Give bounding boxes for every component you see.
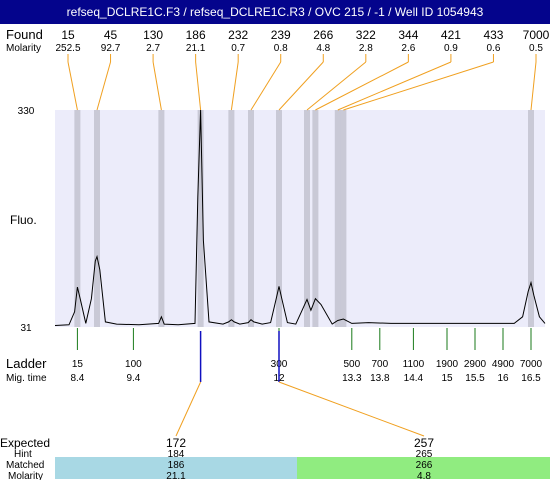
peak-band [158,110,165,327]
molarity-label: Molarity [6,43,41,54]
found-size-label: 322 [356,28,376,42]
ladder-size-label: 1100 [403,359,425,370]
peak-band [528,110,534,327]
found-size-label: 239 [271,28,291,42]
expected-label: Expected [0,436,50,450]
ladder-mig-label: 14.4 [404,373,424,384]
peak-band [276,110,282,327]
expected-connector [278,381,425,437]
found-connector [195,61,202,111]
hint-value: 265 [416,449,433,460]
matched-value: 266 [416,460,433,471]
expected-connector [175,381,202,437]
peak-band [304,110,310,327]
found-size-label: 130 [143,28,163,42]
matched-bar-left [55,457,297,479]
found-size-label: 186 [186,28,206,42]
peak-band [334,110,341,327]
found-connector [152,61,162,111]
found-molarity-label: 2.7 [146,43,160,54]
found-molarity-label: 0.8 [274,43,288,54]
found-size-label: 344 [398,28,418,42]
ladder-mig-label: 9.4 [126,373,140,384]
ladder-mig-label: 13.8 [370,373,390,384]
found-connector [278,61,324,111]
ladder-size-label: 100 [125,359,142,370]
found-molarity-label: 0.7 [231,43,245,54]
fluorescence-trace [54,109,546,326]
matched-bar-right [297,457,550,479]
plot-area [55,110,545,327]
found-label: Found [6,27,43,42]
found-molarity-label: 0.5 [529,43,543,54]
found-size-label: 7000 [523,28,550,42]
found-size-label: 421 [441,28,461,42]
found-size-label: 232 [228,28,248,42]
ladder-size-label: 2900 [464,359,487,370]
fluo-label: Fluo. [10,213,37,227]
ladder-label: Ladder [6,356,47,371]
found-molarity-label: 0.9 [444,43,458,54]
peak-band [94,110,100,327]
peak-band [340,110,347,327]
found-connector [337,61,452,111]
found-size-label: 45 [104,28,118,42]
found-size-label: 15 [61,28,75,42]
found-connector [96,61,112,111]
found-molarity-label: 2.8 [359,43,373,54]
y-min-tick: 31 [20,323,32,334]
ladder-size-label: 700 [371,359,388,370]
found-connector [306,61,367,111]
molarity-value: 21.1 [166,471,186,480]
found-molarity-label: 92.7 [101,43,121,54]
found-size-label: 433 [483,28,503,42]
ladder-size-label: 4900 [492,359,515,370]
found-connector [315,61,409,111]
ladder-mig-label: 15 [441,373,453,384]
ladder-mig-label: 15.5 [465,373,485,384]
window-title: refseq_DCLRE1C.F3 / refseq_DCLRE1C.R3 / … [66,5,484,19]
ladder-mig-label: 16 [497,373,509,384]
found-molarity-label: 21.1 [186,43,206,54]
ladder-size-label: 7000 [520,359,543,370]
found-connector [343,61,494,111]
expected-size-value: 172 [166,436,186,450]
found-molarity-label: 252.5 [55,43,80,54]
ladder-mig-label: 13.3 [342,373,362,384]
expected-size-value: 257 [414,436,434,450]
hint-value: 184 [168,449,185,460]
hint-label: Hint [14,449,32,460]
peak-band [228,110,235,327]
found-connector [230,61,239,111]
peak-band [197,110,204,327]
title-bar: refseq_DCLRE1C.F3 / refseq_DCLRE1C.R3 / … [0,0,550,24]
ladder-mig-label: 8.4 [70,373,84,384]
found-connector [530,61,537,111]
molarity-bottom-label: Molarity [8,471,43,480]
found-molarity-label: 4.8 [316,43,330,54]
found-molarity-label: 2.6 [401,43,415,54]
peak-band [74,110,81,327]
ladder-size-label: 500 [343,359,360,370]
ladder-size-label: 15 [72,359,84,370]
molarity-value: 4.8 [417,471,431,480]
y-max-tick: 330 [18,106,35,117]
found-molarity-label: 0.6 [487,43,501,54]
ladder-mig-label: 16.5 [521,373,541,384]
peak-band [312,110,319,327]
ladder-size-label: 1900 [436,359,459,370]
found-connector [67,61,78,111]
peak-band [248,110,254,327]
found-size-label: 266 [313,28,333,42]
mig-time-label: Mig. time [6,373,47,384]
found-connector [250,61,282,111]
matched-value: 186 [168,460,185,471]
matched-label: Matched [6,460,44,471]
